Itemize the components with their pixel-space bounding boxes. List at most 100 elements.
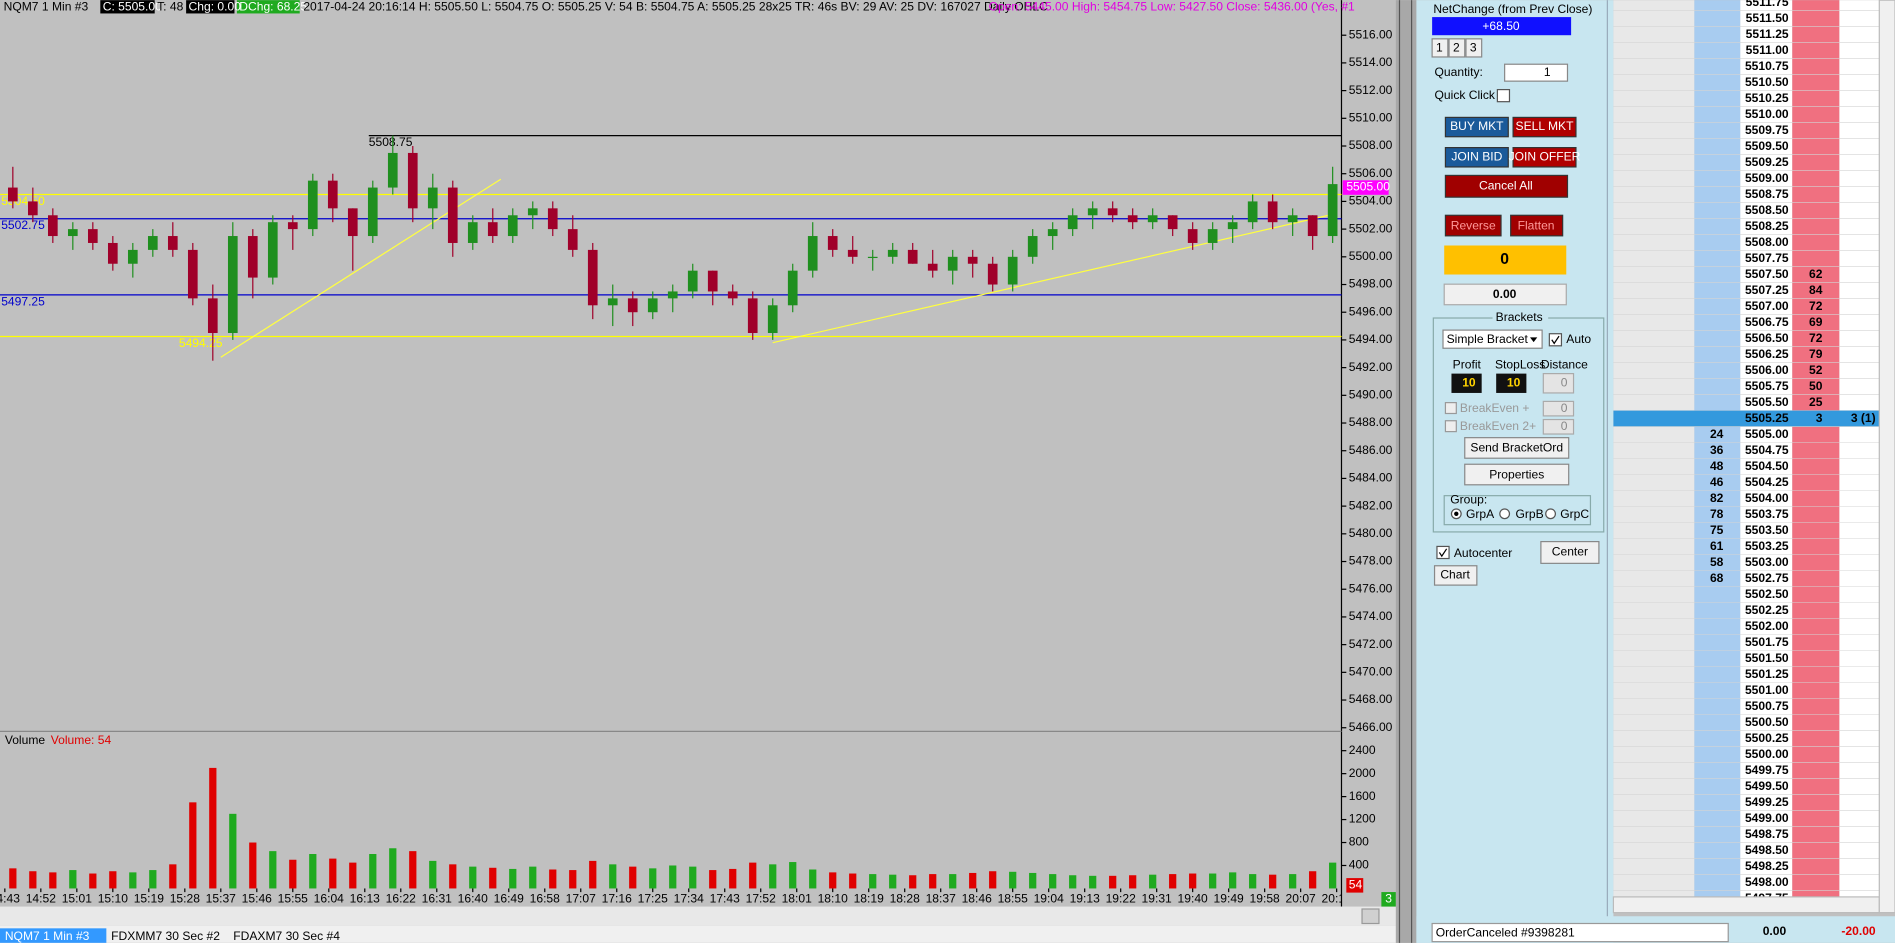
spinner[interactable]: [1542, 373, 1575, 394]
button[interactable]: [1464, 437, 1570, 459]
button-label[interactable]: Chart: [1440, 568, 1470, 582]
candle-body: [727, 291, 738, 299]
quantity[interactable]: 1: [1544, 65, 1551, 79]
button-label[interactable]: 2: [1453, 41, 1460, 55]
stoploss[interactable]: 10: [1507, 375, 1521, 389]
select[interactable]: [1442, 329, 1543, 349]
volume-bar: [749, 862, 757, 889]
y-tick-label: 5498.00: [1349, 277, 1393, 291]
button-label[interactable]: BUY MKT: [1450, 119, 1504, 133]
volume-bar: [1209, 873, 1217, 889]
button-label[interactable]: Cancel All: [1479, 178, 1533, 192]
button-label[interactable]: Send BracketOrd: [1470, 441, 1563, 455]
candle-body: [307, 180, 318, 230]
button[interactable]: [1431, 38, 1449, 58]
volume-bar: [1049, 874, 1057, 889]
button-label[interactable]: SELL MKT: [1516, 119, 1575, 133]
y-tick-label: 5504.00: [1349, 194, 1393, 208]
button[interactable]: [1512, 147, 1577, 168]
volume-bar: [729, 868, 737, 889]
dom-price: 5504.75: [1745, 443, 1789, 457]
h-scrollbar[interactable]: [0, 906, 1396, 926]
dom-price: 5502.00: [1745, 619, 1789, 633]
button[interactable]: [1444, 116, 1509, 138]
tab[interactable]: FDXMM7 30 Sec #2: [111, 929, 220, 943]
quantity-input[interactable]: [1504, 63, 1569, 82]
button[interactable]: [1444, 147, 1509, 168]
radio[interactable]: [1545, 508, 1557, 520]
v-scrollbar[interactable]: [1878, 0, 1895, 914]
volume-bar: [1009, 871, 1017, 889]
net-change-box: [1432, 17, 1572, 36]
volume-bar: [1129, 875, 1137, 889]
button[interactable]: [1512, 116, 1577, 138]
spinner[interactable]: [1451, 373, 1482, 393]
volume-bar: [1169, 874, 1177, 889]
x-tick-label: 15:46: [242, 892, 273, 906]
breakeven2-value[interactable]: 0: [1561, 419, 1568, 433]
candle-body: [867, 256, 878, 259]
x-tick-label: 19:40: [1178, 892, 1209, 906]
button[interactable]: [1444, 174, 1569, 198]
x-tick-label: 18:37: [926, 892, 957, 906]
level-label: 5502.75: [1, 218, 45, 232]
spinner[interactable]: [1542, 400, 1575, 417]
spinner[interactable]: [1496, 373, 1527, 393]
close: C: 5505.00: [103, 0, 162, 14]
distance[interactable]: 0: [1561, 375, 1568, 389]
candle-body: [627, 298, 638, 313]
label[interactable]: GrpA: [1466, 507, 1495, 521]
button-label[interactable]: Reverse: [1451, 218, 1496, 232]
volume-bar: [169, 864, 177, 889]
volume-bar: [1089, 875, 1097, 889]
label[interactable]: GrpB: [1516, 507, 1544, 521]
button[interactable]: [1464, 463, 1570, 486]
dom-ask: 3: [1816, 411, 1823, 425]
dom-col: [1613, 0, 1695, 897]
button[interactable]: [1540, 540, 1600, 564]
button-label[interactable]: Flatten: [1518, 218, 1555, 232]
candle-body: [527, 208, 538, 216]
button[interactable]: [1465, 38, 1483, 58]
breakeven1-value[interactable]: 0: [1561, 401, 1568, 415]
checkbox[interactable]: [1548, 333, 1563, 347]
select-value[interactable]: Simple Bracket: [1447, 332, 1529, 346]
spinner[interactable]: [1542, 418, 1575, 435]
profit[interactable]: 10: [1462, 375, 1476, 389]
checkbox[interactable]: [1436, 545, 1450, 560]
volume-current: Volume: 54: [51, 733, 112, 747]
button[interactable]: [1448, 38, 1466, 58]
button-label[interactable]: JOIN BID: [1451, 149, 1502, 163]
candle-body: [1007, 256, 1018, 285]
checkbox[interactable]: [1444, 402, 1457, 415]
level-label: 5504.50: [1, 194, 45, 208]
candle-body: [547, 208, 558, 230]
scroll-btn[interactable]: [1361, 908, 1380, 925]
checkbox[interactable]: [1444, 420, 1457, 433]
dom-price: 5507.00: [1745, 299, 1789, 313]
button-label[interactable]: 1: [1436, 41, 1443, 55]
radio[interactable]: [1499, 508, 1511, 520]
label: NetChange (from Prev Close): [1433, 2, 1592, 16]
h-scrollbar[interactable]: [1612, 896, 1880, 914]
button-label[interactable]: Properties: [1489, 467, 1544, 481]
button[interactable]: [1433, 565, 1478, 586]
button[interactable]: [1510, 214, 1564, 237]
checkbox[interactable]: [1496, 88, 1511, 103]
button-label[interactable]: Center: [1552, 545, 1588, 559]
tab-active[interactable]: [0, 928, 107, 943]
button-label[interactable]: 3: [1470, 41, 1477, 55]
tab[interactable]: FDAXM7 30 Sec #4: [233, 929, 340, 943]
label: Quick Click: [1435, 88, 1496, 102]
tab[interactable]: NQM7 1 Min #3: [5, 929, 90, 943]
label[interactable]: GrpC: [1560, 507, 1589, 521]
candle-body: [1207, 229, 1218, 243]
button-label[interactable]: JOIN OFFER: [1509, 149, 1581, 163]
daily-change: DChg: 68.25: [239, 0, 307, 14]
dom-price: 5498.25: [1745, 859, 1789, 873]
dom-bid: 68: [1710, 571, 1724, 585]
bid-col: [1694, 0, 1741, 897]
volume-bar: [529, 866, 537, 889]
label: Autocenter: [1454, 546, 1512, 560]
button[interactable]: [1444, 214, 1502, 237]
